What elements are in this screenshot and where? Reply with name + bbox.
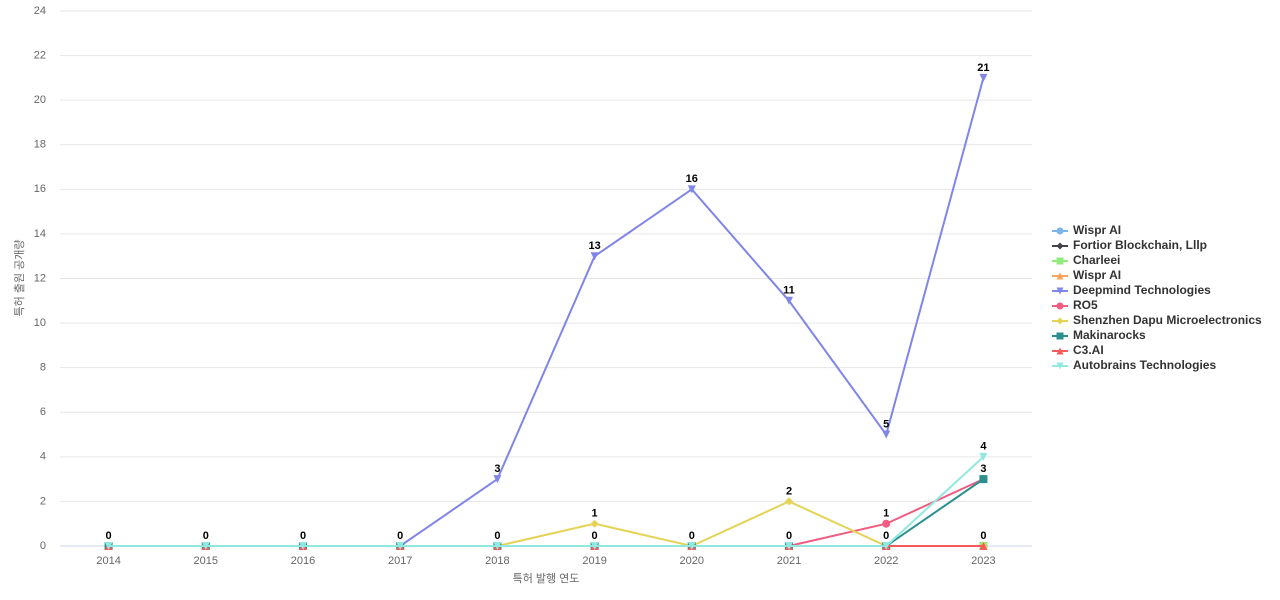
marker xyxy=(590,252,599,261)
data-label: 1 xyxy=(883,508,889,520)
data-label: 1 xyxy=(592,508,598,520)
data-label: 0 xyxy=(397,530,403,542)
x-tick-label: 2015 xyxy=(194,555,218,567)
data-label: 3 xyxy=(980,463,986,475)
data-label: 0 xyxy=(883,530,889,542)
marker xyxy=(1056,317,1064,325)
marker xyxy=(687,542,696,550)
marker xyxy=(882,542,891,550)
marker xyxy=(590,542,599,550)
data-label: 0 xyxy=(494,530,500,542)
data-label: 13 xyxy=(588,240,600,252)
legend-label: RO5 xyxy=(1073,298,1098,312)
y-tick-label: 14 xyxy=(34,228,46,240)
x-tick-label: 2016 xyxy=(291,555,315,567)
legend-item[interactable]: Wispr AI xyxy=(1052,268,1121,282)
marker xyxy=(979,542,988,550)
marker xyxy=(299,542,307,550)
marker xyxy=(493,542,502,550)
x-tick-label: 2023 xyxy=(971,555,995,567)
data-label: 0 xyxy=(980,530,986,542)
legend-label: Autobrains Technologies xyxy=(1073,358,1216,372)
marker xyxy=(882,519,891,528)
y-tick-label: 4 xyxy=(40,451,46,463)
legend-label: Makinarocks xyxy=(1073,328,1146,342)
legend-label: Shenzhen Dapu Microelectronics xyxy=(1073,313,1262,327)
x-tick-label: 2021 xyxy=(777,555,801,567)
marker xyxy=(785,296,793,305)
y-tick-label: 16 xyxy=(34,183,46,195)
x-axis-label: 특허 발행 연도 xyxy=(513,572,580,585)
y-tick-label: 24 xyxy=(34,5,46,17)
x-tick-label: 2019 xyxy=(582,555,606,567)
legend-label: Wispr AI xyxy=(1073,223,1121,237)
series-line xyxy=(108,456,985,547)
legend-label: Deepmind Technologies xyxy=(1073,283,1211,297)
marker xyxy=(1056,332,1064,340)
y-tick-label: 22 xyxy=(34,49,46,61)
marker xyxy=(1056,242,1064,250)
legend-label: Charleei xyxy=(1073,253,1120,267)
marker xyxy=(1056,257,1064,265)
x-tick-label: 2017 xyxy=(388,555,412,567)
data-label: 2 xyxy=(786,485,792,497)
marker xyxy=(493,475,502,484)
x-tick-label: 2014 xyxy=(96,555,120,567)
data-label: 21 xyxy=(977,62,989,74)
data-label: 4 xyxy=(980,441,987,453)
x-tick-label: 2022 xyxy=(874,555,898,567)
data-label: 0 xyxy=(300,530,306,542)
x-tick-label: 2020 xyxy=(680,555,704,567)
y-tick-label: 6 xyxy=(40,406,46,418)
series-line xyxy=(108,478,984,547)
series-line xyxy=(108,478,984,547)
marker xyxy=(396,542,405,550)
legend-label: C3.AI xyxy=(1073,343,1104,357)
marker xyxy=(1056,287,1064,295)
legend-item[interactable]: Shenzhen Dapu Microelectronics xyxy=(1052,313,1262,327)
marker xyxy=(979,73,988,82)
series-line xyxy=(108,77,985,547)
series-line xyxy=(108,500,984,548)
y-tick-label: 0 xyxy=(40,540,46,552)
marker xyxy=(979,452,988,461)
marker xyxy=(590,519,599,528)
y-axis-label: 특허 출원 공개량 xyxy=(13,240,26,317)
data-label: 0 xyxy=(786,530,792,542)
data-label: 16 xyxy=(686,173,698,185)
y-tick-label: 12 xyxy=(34,272,46,284)
legend-item[interactable]: Makinarocks xyxy=(1052,328,1146,342)
marker xyxy=(1056,362,1064,370)
marker xyxy=(201,542,210,550)
marker xyxy=(1056,302,1064,310)
y-tick-label: 8 xyxy=(40,362,46,374)
legend-item[interactable]: Deepmind Technologies xyxy=(1052,283,1211,297)
legend-item[interactable]: Fortior Blockchain, Lllp xyxy=(1052,238,1207,252)
data-label: 3 xyxy=(494,463,500,475)
marker xyxy=(1056,227,1064,235)
y-tick-label: 20 xyxy=(34,94,46,106)
y-tick-label: 18 xyxy=(34,139,46,151)
marker xyxy=(979,475,988,484)
marker xyxy=(687,185,696,194)
legend-label: Wispr AI xyxy=(1073,268,1121,282)
marker xyxy=(104,542,113,550)
marker xyxy=(785,497,793,506)
data-label: 0 xyxy=(592,530,598,542)
data-label: 0 xyxy=(689,530,695,542)
x-tick-label: 2018 xyxy=(485,555,509,567)
marker xyxy=(785,542,793,550)
marker xyxy=(1056,272,1064,280)
data-label: 5 xyxy=(883,418,889,430)
y-tick-label: 10 xyxy=(34,317,46,329)
data-label: 11 xyxy=(783,285,795,297)
legend-label: Fortior Blockchain, Lllp xyxy=(1073,238,1207,252)
data-label: 0 xyxy=(203,530,209,542)
legend-item[interactable]: Autobrains Technologies xyxy=(1052,358,1216,372)
marker xyxy=(1056,347,1064,355)
data-label: 0 xyxy=(106,530,112,542)
y-tick-label: 2 xyxy=(40,495,46,507)
marker xyxy=(882,430,891,439)
